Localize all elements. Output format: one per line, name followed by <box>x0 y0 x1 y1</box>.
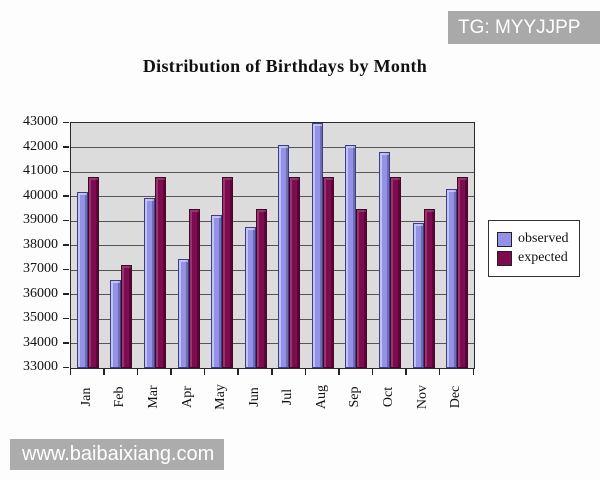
x-axis-label-aug: Aug <box>313 384 329 410</box>
legend-label-expected: expected <box>518 250 568 265</box>
legend-swatch-observed <box>497 231 512 247</box>
legend-swatch-expected <box>497 250 512 266</box>
bar-expected-dec <box>457 176 469 368</box>
y-axis-label: 40000 <box>23 187 58 203</box>
y-axis-tick <box>63 219 69 221</box>
y-axis-label: 41000 <box>23 163 58 178</box>
bar-expected-jan <box>87 176 99 368</box>
y-axis-label: 37000 <box>23 261 58 276</box>
y-axis-tick <box>63 366 69 368</box>
x-axis-tick <box>338 369 340 375</box>
x-axis-label-may: May <box>213 384 229 410</box>
x-axis-tick <box>271 369 273 375</box>
bar-observed-jun <box>244 227 256 368</box>
x-axis-label-jun: Jun <box>246 387 262 407</box>
y-axis-tick <box>63 170 69 172</box>
y-axis-label: 42000 <box>23 138 58 154</box>
x-axis-tick <box>203 369 206 375</box>
y-axis-label: 36000 <box>23 285 58 301</box>
x-axis-tick <box>69 369 71 375</box>
x-axis-label-feb: Feb <box>112 386 128 408</box>
watermark-bottom-text: www.baibaixiang.com <box>22 443 215 465</box>
gridline <box>71 318 474 320</box>
y-axis-tick <box>63 342 69 344</box>
bar-observed-apr <box>177 258 189 368</box>
watermark-bottom-left: www.baibaixiang.com <box>10 439 224 470</box>
gridline <box>71 147 474 148</box>
y-axis-label: 39000 <box>23 212 58 227</box>
y-axis-tick <box>63 244 69 246</box>
y-axis-tick <box>63 293 69 295</box>
bar-observed-feb <box>110 279 122 368</box>
bar-expected-mar <box>154 176 166 368</box>
bar-observed-dec <box>446 189 458 368</box>
y-axis-tick <box>63 268 69 270</box>
legend-item-observed: observed <box>497 231 569 247</box>
y-axis-label: 43000 <box>23 114 58 129</box>
x-axis-label-apr: Apr <box>179 386 195 408</box>
bar-observed-sep <box>345 145 357 368</box>
x-axis-tick <box>304 369 307 375</box>
y-axis-label: 34000 <box>23 334 58 350</box>
y-axis-tick <box>63 146 69 148</box>
bar-observed-jul <box>278 145 290 368</box>
x-axis-tick <box>237 369 239 375</box>
bar-expected-feb <box>121 265 133 368</box>
bar-expected-sep <box>356 208 368 368</box>
gridline <box>71 245 474 246</box>
x-axis-label-dec: Dec <box>448 385 464 409</box>
bar-observed-may <box>211 214 223 368</box>
y-axis-label: 33000 <box>23 359 58 374</box>
x-axis-label-jan: Jan <box>78 387 94 407</box>
bar-observed-jan <box>76 191 88 368</box>
x-axis-label-mar: Mar <box>145 385 161 409</box>
x-axis-tick <box>103 369 105 375</box>
x-axis-tick <box>136 369 139 375</box>
gridline <box>71 171 474 173</box>
x-axis-label-nov: Nov <box>414 384 430 410</box>
x-axis-label-jul: Jul <box>280 388 296 406</box>
x-axis-label-sep: Sep <box>347 386 363 408</box>
bar-observed-mar <box>143 197 155 368</box>
x-axis-label-oct: Oct <box>381 386 397 408</box>
bar-expected-oct <box>390 176 402 368</box>
legend: observed expected <box>488 220 580 277</box>
y-axis-tick <box>63 317 69 319</box>
y-axis-tick <box>63 121 69 123</box>
plot-area <box>70 122 475 369</box>
bar-observed-aug <box>311 123 323 368</box>
x-axis-tick <box>170 369 172 375</box>
bar-expected-apr <box>188 208 200 368</box>
bar-expected-nov <box>423 208 435 368</box>
bar-observed-nov <box>412 223 424 368</box>
gridline <box>71 343 474 344</box>
bar-expected-may <box>222 176 234 368</box>
watermark-top-text: TG: MYYJJPP <box>458 16 581 38</box>
legend-item-expected: expected <box>497 250 569 266</box>
bar-expected-jul <box>289 176 301 368</box>
y-axis-tick <box>63 195 69 197</box>
x-axis-tick <box>371 369 374 375</box>
bar-observed-oct <box>379 152 391 368</box>
y-axis-label: 35000 <box>23 310 58 325</box>
x-axis-tick <box>438 369 441 375</box>
chart-title: Distribution of Birthdays by Month <box>142 56 428 76</box>
bar-expected-jun <box>255 208 267 368</box>
x-axis-tick <box>472 369 474 375</box>
gridline <box>71 196 474 197</box>
x-axis-tick <box>405 369 407 375</box>
gridline <box>71 294 474 295</box>
gridline <box>71 269 474 271</box>
gridline <box>71 220 474 222</box>
y-axis-label: 38000 <box>23 236 58 252</box>
watermark-top-right: TG: MYYJJPP <box>448 11 600 44</box>
legend-label-observed: observed <box>518 231 569 246</box>
bar-expected-aug <box>322 176 334 368</box>
